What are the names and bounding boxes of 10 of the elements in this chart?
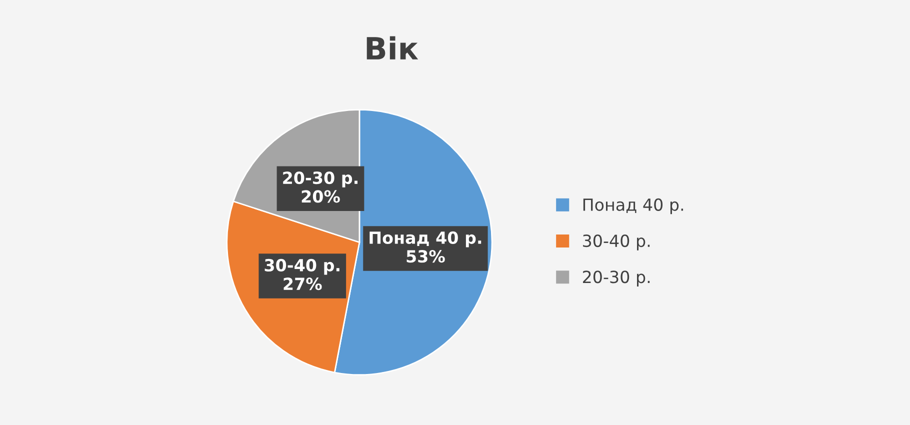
data-label: 53% [406, 250, 445, 263]
data-label: 20% [302, 190, 340, 203]
legend-label: Понад 40 р. [583, 198, 684, 214]
chart-title: Вік [366, 36, 418, 60]
slice-label: 20-30 р. [283, 172, 358, 188]
legend-label: 20-30 р. [582, 270, 650, 286]
slice-label: Понад 40 р. [370, 231, 482, 248]
slice-label: 30-40 р. [264, 258, 340, 275]
data-label: 27% [284, 278, 322, 290]
legend-label: 30-40 р. [583, 234, 650, 250]
